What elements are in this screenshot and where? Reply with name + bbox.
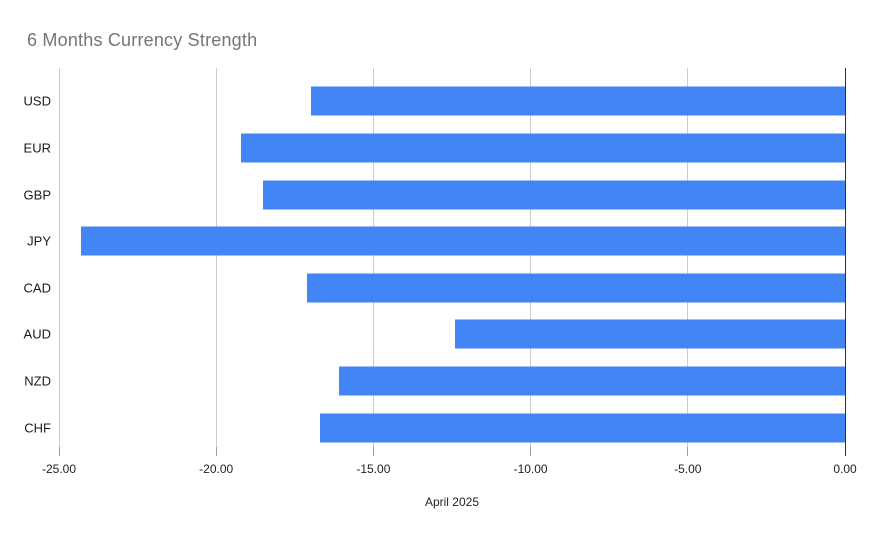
y-axis-label: AUD [23, 326, 51, 342]
x-axis-title: April 2025 [424, 495, 480, 509]
bar-eur[interactable] [241, 133, 845, 163]
x-axis-tick-label: -20.00 [199, 462, 234, 476]
zero-axis-line [844, 68, 846, 447]
bar-row: CHF [0, 404, 872, 451]
bar-row: USD [0, 78, 872, 125]
x-axis-tick-mark [530, 447, 532, 456]
y-axis-label: USD [23, 93, 51, 109]
vertical-gridline [58, 68, 60, 447]
x-axis-tick-label: 0.00 [833, 462, 857, 476]
bar-row: JPY [0, 218, 872, 265]
vertical-gridline [530, 68, 532, 447]
y-axis-label: NZD [24, 373, 51, 389]
y-axis-label: CHF [24, 420, 51, 436]
bar-jpy[interactable] [81, 226, 845, 256]
x-axis-tick-mark [58, 447, 60, 456]
bar-cad[interactable] [307, 273, 845, 303]
x-axis-tick-mark [215, 447, 217, 456]
bar-gbp[interactable] [263, 180, 845, 210]
vertical-gridline [215, 68, 217, 447]
bar-usd[interactable] [311, 86, 845, 116]
x-axis-tick-mark [687, 447, 689, 456]
x-axis-tick-label: -5.00 [674, 462, 702, 476]
bar-chf[interactable] [320, 413, 845, 443]
x-axis-tick-label: -15.00 [356, 462, 391, 476]
bar-nzd[interactable] [339, 366, 845, 396]
y-axis-label: CAD [23, 280, 51, 296]
y-axis-label: GBP [23, 187, 51, 203]
x-axis-tick-label: -25.00 [41, 462, 77, 476]
bar-row: CAD [0, 265, 872, 312]
x-axis-tick-label: -10.00 [513, 462, 548, 476]
y-axis-label: JPY [27, 233, 51, 249]
bar-row: EUR [0, 125, 872, 172]
bar-row: GBP [0, 171, 872, 218]
vertical-gridline [687, 68, 689, 447]
bar-row: AUD [0, 311, 872, 358]
y-axis-label: EUR [23, 140, 51, 156]
bar-row: NZD [0, 358, 872, 405]
bar-aud[interactable] [455, 319, 845, 349]
chart-title: 6 Months Currency Strength [27, 30, 258, 50]
vertical-gridline [372, 68, 374, 447]
x-axis-tick-mark [372, 447, 374, 456]
x-axis-tick-mark [844, 447, 846, 456]
